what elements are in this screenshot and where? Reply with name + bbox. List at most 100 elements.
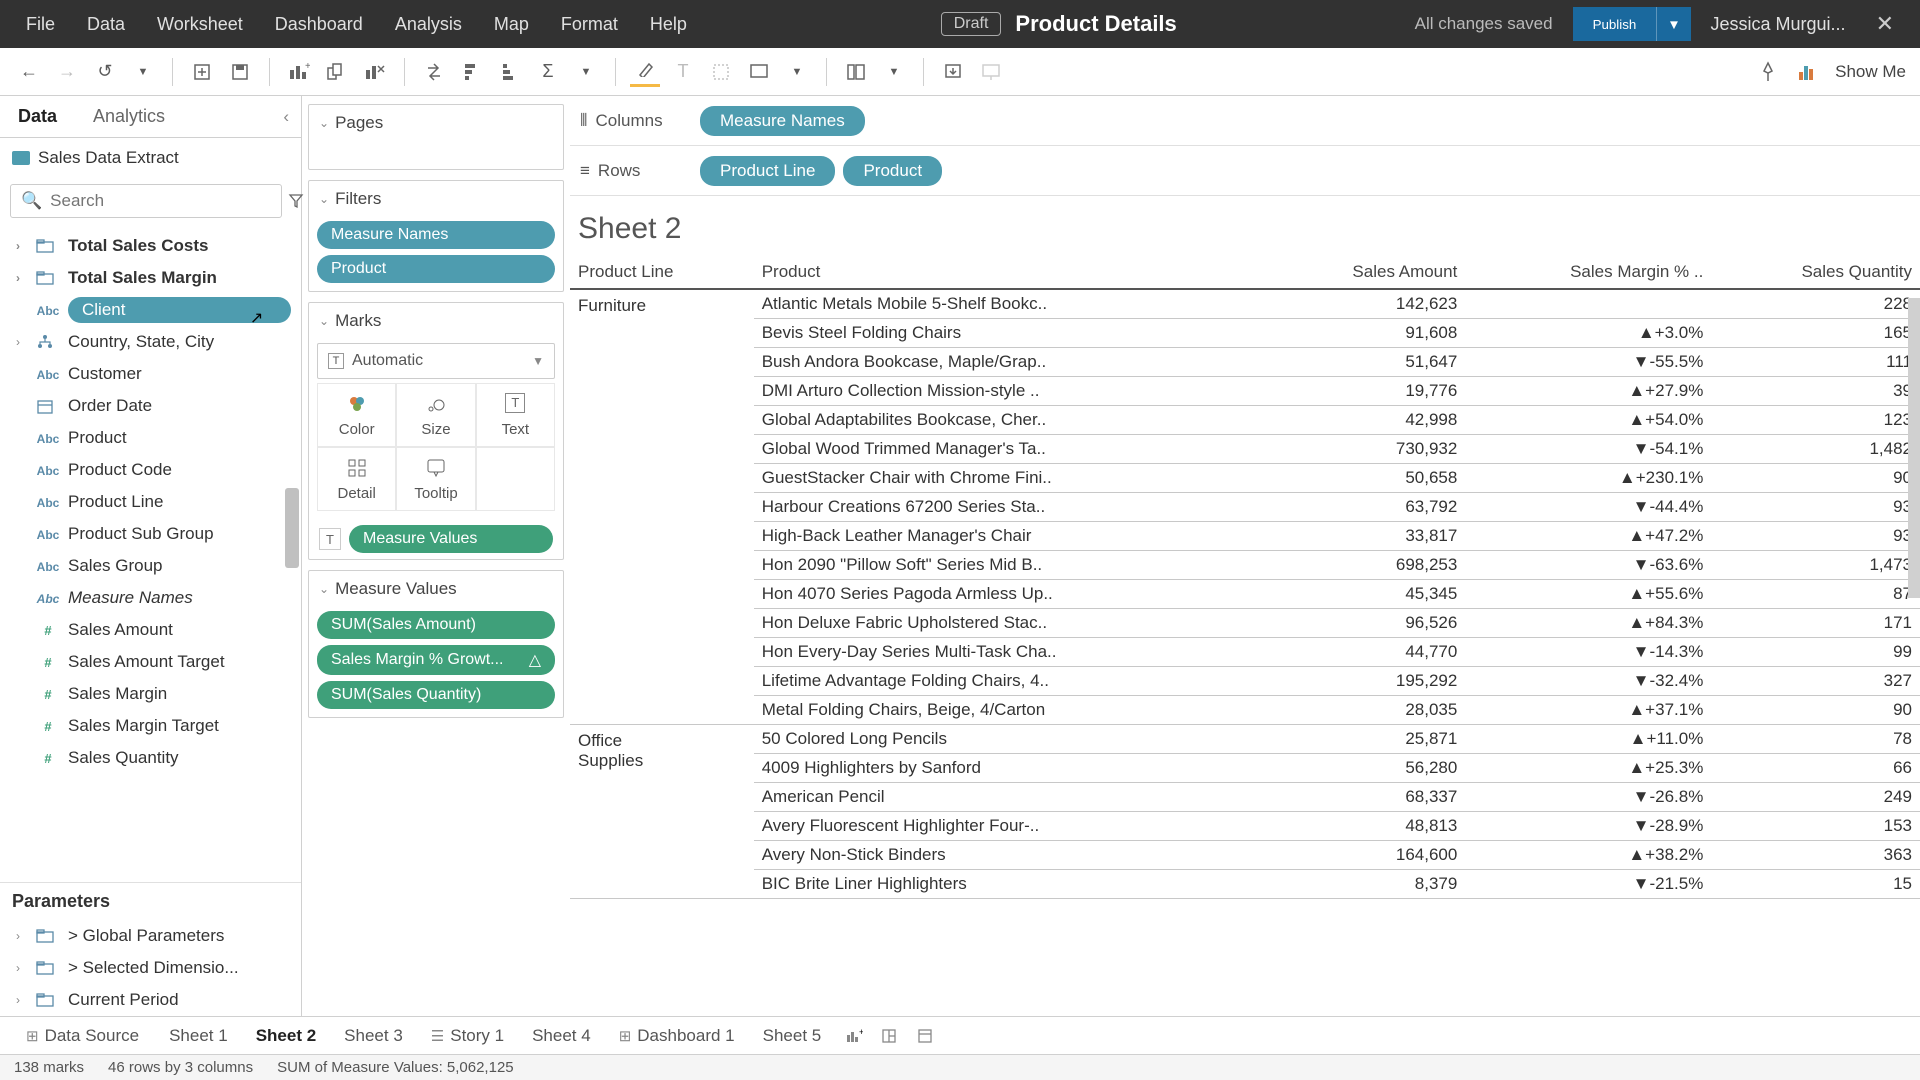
fit-icon[interactable] xyxy=(744,57,774,87)
columns-shelf[interactable]: ⦀Columns Measure Names xyxy=(570,96,1920,146)
field-total-sales-costs[interactable]: ›Total Sales Costs xyxy=(0,230,301,262)
field-sales-amount-target[interactable]: #Sales Amount Target xyxy=(0,646,301,678)
analytics-tab[interactable]: Analytics xyxy=(75,96,183,137)
download-icon[interactable] xyxy=(938,57,968,87)
column-header[interactable]: Sales Quantity xyxy=(1711,256,1920,289)
menu-format[interactable]: Format xyxy=(545,0,634,48)
filter-pill[interactable]: Product xyxy=(317,255,555,283)
datasource-tab[interactable]: ⊞Data Source xyxy=(12,1020,153,1052)
sheet-tab-sheet-5[interactable]: Sheet 5 xyxy=(749,1020,836,1052)
columns-pill[interactable]: Measure Names xyxy=(700,106,865,136)
field-sales-margin-target[interactable]: #Sales Margin Target xyxy=(0,710,301,742)
mv-pill[interactable]: Sales Margin % Growt... △ xyxy=(317,645,555,675)
new-worksheet-icon[interactable]: + xyxy=(284,57,314,87)
swap-icon[interactable] xyxy=(419,57,449,87)
save-icon[interactable] xyxy=(225,57,255,87)
field-product[interactable]: AbcProduct xyxy=(0,422,301,454)
undo-dropdown-icon[interactable]: ▼ xyxy=(128,57,158,87)
rows-pill[interactable]: Product xyxy=(843,156,942,186)
mv-pill[interactable]: SUM(Sales Quantity) xyxy=(317,681,555,709)
table-row[interactable]: High-Back Leather Manager's Chair33,817▲… xyxy=(570,522,1920,551)
guide-icon[interactable] xyxy=(1753,57,1783,87)
measure-values-pill[interactable]: Measure Values xyxy=(349,525,553,553)
menu-dashboard[interactable]: Dashboard xyxy=(259,0,379,48)
close-icon[interactable]: ✕ xyxy=(1866,11,1904,37)
menu-map[interactable]: Map xyxy=(478,0,545,48)
field-product-code[interactable]: AbcProduct Code xyxy=(0,454,301,486)
filter-pill[interactable]: Measure Names xyxy=(317,221,555,249)
menu-analysis[interactable]: Analysis xyxy=(379,0,478,48)
sheet-tab-story-1[interactable]: ☰Story 1 xyxy=(417,1020,518,1052)
field-sales-amount[interactable]: #Sales Amount xyxy=(0,614,301,646)
new-story-tab-icon[interactable] xyxy=(909,1022,943,1050)
field-total-sales-margin[interactable]: ›Total Sales Margin xyxy=(0,262,301,294)
sheet-tab-sheet-3[interactable]: Sheet 3 xyxy=(330,1020,417,1052)
menu-file[interactable]: File xyxy=(10,0,71,48)
table-row[interactable]: Lifetime Advantage Folding Chairs, 4..19… xyxy=(570,667,1920,696)
new-datasource-icon[interactable] xyxy=(187,57,217,87)
sheet-tab-sheet-2[interactable]: Sheet 2 xyxy=(242,1020,330,1052)
field-sales-group[interactable]: AbcSales Group xyxy=(0,550,301,582)
show-cards-icon[interactable] xyxy=(841,57,871,87)
collapse-sidebar-icon[interactable]: ‹ xyxy=(271,97,301,137)
field-sales-margin[interactable]: #Sales Margin xyxy=(0,678,301,710)
back-icon[interactable]: ← xyxy=(14,57,44,87)
menu-help[interactable]: Help xyxy=(634,0,703,48)
column-header[interactable]: Sales Amount xyxy=(1266,256,1465,289)
table-row[interactable]: 4009 Highlighters by Sanford56,280▲+25.3… xyxy=(570,754,1920,783)
presentation-icon[interactable] xyxy=(976,57,1006,87)
table-row[interactable]: American Pencil68,337▼-26.8%249 xyxy=(570,783,1920,812)
marks-type-dropdown[interactable]: T Automatic ▼ xyxy=(317,343,555,379)
table-row[interactable]: Harbour Creations 67200 Series Sta..63,7… xyxy=(570,493,1920,522)
rows-shelf[interactable]: ≡Rows Product LineProduct xyxy=(570,146,1920,196)
table-row[interactable]: FurnitureAtlantic Metals Mobile 5-Shelf … xyxy=(570,289,1920,319)
showme-label[interactable]: Show Me xyxy=(1835,62,1906,82)
param--global-parameters[interactable]: ›> Global Parameters xyxy=(0,920,301,952)
column-header[interactable]: Sales Margin % .. xyxy=(1465,256,1711,289)
sheet-tab-sheet-1[interactable]: Sheet 1 xyxy=(155,1020,242,1052)
table-row[interactable]: Bevis Steel Folding Chairs91,608▲+3.0%16… xyxy=(570,319,1920,348)
duplicate-icon[interactable] xyxy=(322,57,352,87)
sort-asc-icon[interactable] xyxy=(457,57,487,87)
highlight-icon[interactable] xyxy=(630,57,660,87)
marks-detail[interactable]: Detail xyxy=(317,447,396,511)
field-sales-quantity[interactable]: #Sales Quantity xyxy=(0,742,301,774)
publish-button[interactable]: Publish ▼ xyxy=(1573,7,1691,41)
scrollbar-thumb[interactable] xyxy=(285,488,299,568)
table-row[interactable]: Avery Fluorescent Highlighter Four-..48,… xyxy=(570,812,1920,841)
marks-tooltip[interactable]: Tooltip xyxy=(396,447,475,511)
menu-worksheet[interactable]: Worksheet xyxy=(141,0,259,48)
rows-pill[interactable]: Product Line xyxy=(700,156,835,186)
field-product-line[interactable]: AbcProduct Line xyxy=(0,486,301,518)
table-row[interactable]: Metal Folding Chairs, Beige, 4/Carton28,… xyxy=(570,696,1920,725)
table-row[interactable]: Hon 4070 Series Pagoda Armless Up..45,34… xyxy=(570,580,1920,609)
table-row[interactable]: GuestStacker Chair with Chrome Fini..50,… xyxy=(570,464,1920,493)
fit-dropdown-icon[interactable]: ▼ xyxy=(782,57,812,87)
totals-dropdown-icon[interactable]: ▼ xyxy=(571,57,601,87)
table-row[interactable]: Hon 2090 "Pillow Soft" Series Mid B..698… xyxy=(570,551,1920,580)
sort-desc-icon[interactable] xyxy=(495,57,525,87)
table-row[interactable]: Bush Andora Bookcase, Maple/Grap..51,647… xyxy=(570,348,1920,377)
mv-pill[interactable]: SUM(Sales Amount) xyxy=(317,611,555,639)
menu-data[interactable]: Data xyxy=(71,0,141,48)
data-tab[interactable]: Data xyxy=(0,96,75,137)
table-row[interactable]: OfficeSupplies50 Colored Long Pencils25,… xyxy=(570,725,1920,754)
totals-icon[interactable]: Σ xyxy=(533,57,563,87)
showme-icon[interactable] xyxy=(1791,57,1821,87)
field-product-sub-group[interactable]: AbcProduct Sub Group xyxy=(0,518,301,550)
user-menu[interactable]: Jessica Murgui... xyxy=(1711,14,1846,35)
table-row[interactable]: DMI Arturo Collection Mission-style ..19… xyxy=(570,377,1920,406)
sheet-tab-sheet-4[interactable]: Sheet 4 xyxy=(518,1020,605,1052)
new-worksheet-tab-icon[interactable]: + xyxy=(837,1022,871,1050)
field-order-date[interactable]: Order Date xyxy=(0,390,301,422)
marks-text[interactable]: TText xyxy=(476,383,555,447)
show-cards-dropdown-icon[interactable]: ▼ xyxy=(879,57,909,87)
column-header[interactable]: Product xyxy=(754,256,1266,289)
field-customer[interactable]: AbcCustomer xyxy=(0,358,301,390)
table-row[interactable]: BIC Brite Liner Highlighters8,379▼-21.5%… xyxy=(570,870,1920,899)
label-icon[interactable]: T xyxy=(668,57,698,87)
table-row[interactable]: Avery Non-Stick Binders164,600▲+38.2%363 xyxy=(570,841,1920,870)
table-row[interactable]: Hon Every-Day Series Multi-Task Cha..44,… xyxy=(570,638,1920,667)
field-client[interactable]: AbcClient↖ xyxy=(0,294,301,326)
datasource-item[interactable]: Sales Data Extract xyxy=(0,138,301,178)
